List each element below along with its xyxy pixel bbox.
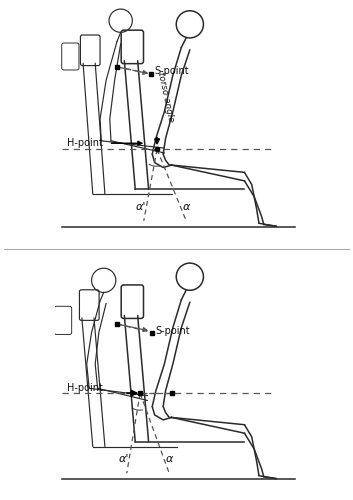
Text: α: α bbox=[183, 202, 190, 212]
Text: α': α' bbox=[119, 454, 130, 464]
Text: H-point: H-point bbox=[67, 138, 103, 148]
FancyBboxPatch shape bbox=[121, 30, 144, 64]
FancyBboxPatch shape bbox=[121, 285, 144, 318]
Text: torso angle: torso angle bbox=[156, 72, 175, 123]
FancyBboxPatch shape bbox=[79, 290, 99, 320]
FancyBboxPatch shape bbox=[62, 43, 79, 70]
FancyBboxPatch shape bbox=[54, 306, 72, 334]
Text: α: α bbox=[166, 454, 173, 464]
FancyBboxPatch shape bbox=[80, 35, 100, 66]
Text: S-point: S-point bbox=[155, 66, 189, 76]
Text: H-point: H-point bbox=[67, 383, 103, 393]
Text: S-point: S-point bbox=[155, 326, 190, 336]
Text: α': α' bbox=[136, 202, 146, 212]
